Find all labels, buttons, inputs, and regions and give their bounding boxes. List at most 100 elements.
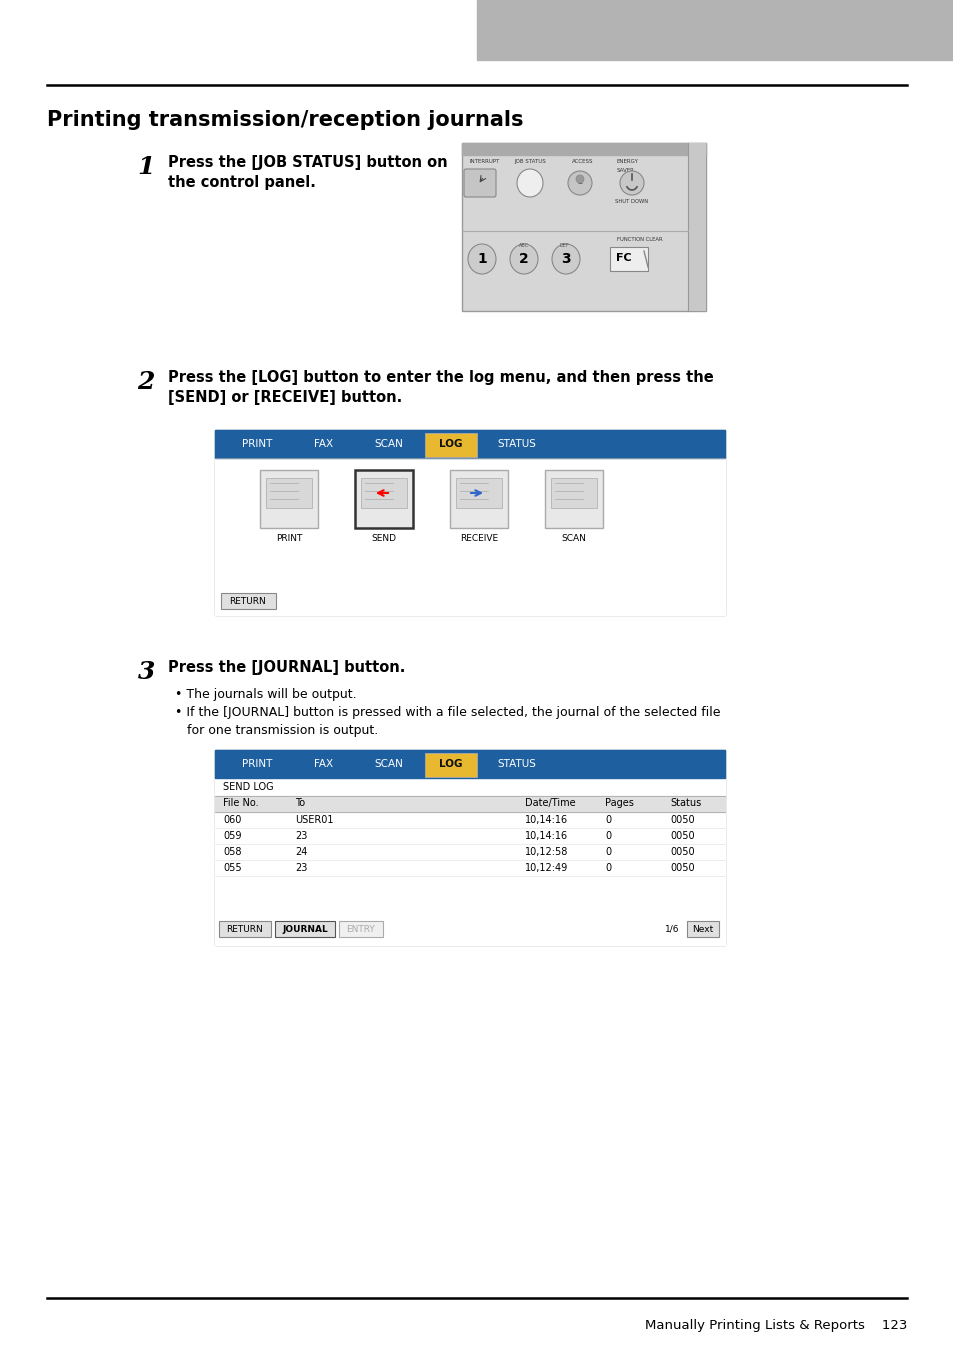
Text: Manually Printing Lists & Reports    123: Manually Printing Lists & Reports 123: [644, 1318, 906, 1332]
Text: 0: 0: [604, 816, 611, 825]
Text: –: –: [577, 178, 582, 187]
Text: [SEND] or [RECEIVE] button.: [SEND] or [RECEIVE] button.: [168, 390, 402, 404]
Ellipse shape: [576, 175, 583, 183]
Bar: [687, 143, 705, 311]
Text: SEND LOG: SEND LOG: [223, 782, 274, 793]
Ellipse shape: [468, 244, 496, 274]
Text: the control panel.: the control panel.: [168, 175, 315, 190]
Text: RECEIVE: RECEIVE: [459, 534, 497, 543]
Text: 3: 3: [560, 252, 570, 266]
Bar: [214, 430, 724, 458]
Text: 0050: 0050: [669, 830, 694, 841]
Text: 0: 0: [604, 847, 611, 857]
Bar: [356, 754, 420, 776]
Text: 1: 1: [137, 155, 154, 179]
Text: Press the [JOB STATUS] button on: Press the [JOB STATUS] button on: [168, 155, 447, 170]
Text: STATUS: STATUS: [497, 759, 536, 768]
Text: RETURN: RETURN: [227, 925, 263, 934]
Text: DEF: DEF: [559, 243, 569, 248]
Bar: [266, 479, 312, 508]
Bar: [551, 479, 597, 508]
Bar: [338, 921, 382, 937]
Bar: [214, 749, 724, 778]
Text: Next: Next: [692, 925, 713, 934]
Text: 1/6: 1/6: [664, 925, 679, 934]
Ellipse shape: [567, 171, 592, 195]
Text: ACCESS: ACCESS: [572, 159, 593, 164]
Bar: [480, 433, 553, 457]
Text: 059: 059: [223, 830, 241, 841]
Text: SHUT DOWN: SHUT DOWN: [615, 200, 648, 204]
Text: 3: 3: [137, 661, 154, 683]
Text: 23: 23: [294, 863, 307, 874]
Bar: [609, 247, 647, 271]
Text: 0050: 0050: [669, 847, 694, 857]
Text: SCAN: SCAN: [375, 439, 403, 449]
Ellipse shape: [517, 168, 542, 197]
Bar: [450, 470, 507, 528]
Text: USER01: USER01: [294, 816, 334, 825]
Bar: [214, 430, 724, 615]
Text: RETURN: RETURN: [230, 597, 266, 605]
Bar: [461, 143, 705, 311]
Text: SCAN: SCAN: [561, 534, 586, 543]
Text: 24: 24: [294, 847, 307, 857]
FancyBboxPatch shape: [463, 168, 496, 197]
Ellipse shape: [552, 244, 579, 274]
Text: • If the [JOURNAL] button is pressed with a file selected, the journal of the se: • If the [JOURNAL] button is pressed wit…: [174, 706, 720, 718]
Text: 10,12:49: 10,12:49: [524, 863, 568, 874]
Text: 1: 1: [476, 252, 486, 266]
Ellipse shape: [510, 244, 537, 274]
Text: 0050: 0050: [669, 816, 694, 825]
Text: ENTRY: ENTRY: [346, 925, 375, 934]
Text: PRINT: PRINT: [241, 439, 272, 449]
Bar: [221, 593, 275, 609]
Bar: [424, 754, 476, 776]
Text: JOURNAL: JOURNAL: [282, 925, 328, 934]
Text: for one transmission is output.: for one transmission is output.: [187, 724, 377, 737]
Bar: [219, 921, 271, 937]
Text: SEND: SEND: [371, 534, 396, 543]
Bar: [214, 778, 724, 945]
Text: FC: FC: [616, 253, 631, 263]
Text: FAX: FAX: [314, 439, 334, 449]
Bar: [480, 754, 553, 776]
Text: Press the [LOG] button to enter the log menu, and then press the: Press the [LOG] button to enter the log …: [168, 369, 713, 386]
Text: PRINT: PRINT: [275, 534, 302, 543]
Bar: [544, 470, 602, 528]
Text: ENERGY: ENERGY: [617, 159, 639, 164]
Text: 2: 2: [518, 252, 528, 266]
Text: 0050: 0050: [669, 863, 694, 874]
Text: Printing transmission/reception journals: Printing transmission/reception journals: [47, 111, 523, 129]
Text: ABC: ABC: [518, 243, 529, 248]
Text: LOG: LOG: [438, 439, 462, 449]
Bar: [260, 470, 317, 528]
Text: 10,14:16: 10,14:16: [524, 816, 568, 825]
Text: 10,14:16: 10,14:16: [524, 830, 568, 841]
Text: INTERRUPT: INTERRUPT: [470, 159, 500, 164]
Bar: [686, 921, 719, 937]
Bar: [424, 433, 476, 457]
Text: To: To: [294, 798, 305, 807]
Bar: [214, 797, 724, 811]
Text: STATUS: STATUS: [497, 439, 536, 449]
Bar: [476, 0, 953, 61]
Bar: [214, 458, 724, 615]
Bar: [214, 749, 724, 945]
Text: Status: Status: [669, 798, 700, 807]
Text: • The journals will be output.: • The journals will be output.: [174, 687, 356, 701]
Text: 10,12:58: 10,12:58: [524, 847, 568, 857]
Ellipse shape: [619, 171, 643, 195]
Text: PRINT: PRINT: [241, 759, 272, 768]
Text: 055: 055: [223, 863, 241, 874]
Text: JOB STATUS: JOB STATUS: [514, 159, 545, 164]
Text: FUNCTION CLEAR: FUNCTION CLEAR: [617, 237, 662, 243]
Bar: [223, 754, 291, 776]
Text: 058: 058: [223, 847, 241, 857]
Text: 060: 060: [223, 816, 241, 825]
Text: SAVER: SAVER: [617, 168, 634, 173]
Text: Date/Time: Date/Time: [524, 798, 575, 807]
Text: FAX: FAX: [314, 759, 334, 768]
Text: 0: 0: [604, 863, 611, 874]
Text: File No.: File No.: [223, 798, 258, 807]
